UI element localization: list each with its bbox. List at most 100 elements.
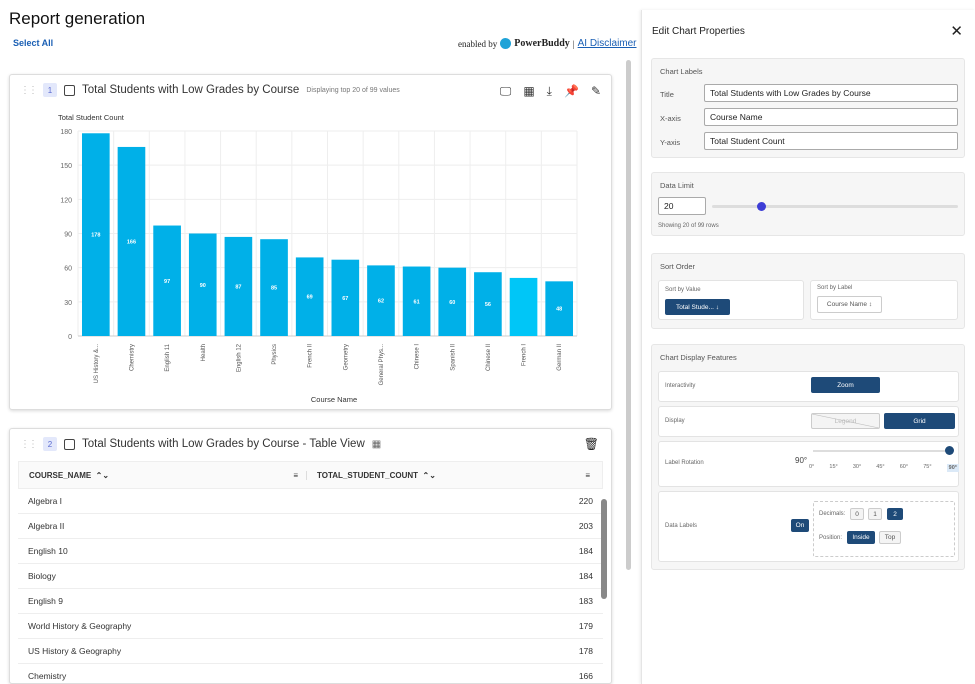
table-row[interactable]: English 9 183 — [18, 589, 603, 614]
card-title: Total Students with Low Grades by Course — [82, 84, 300, 96]
table-row[interactable]: Algebra II 203 — [18, 514, 603, 539]
y-axis-input[interactable]: Total Student Count — [704, 132, 958, 150]
card-number: 1 — [43, 83, 57, 97]
rotation-tick[interactable]: 60° — [899, 464, 909, 470]
bar[interactable] — [438, 267, 467, 336]
select-checkbox[interactable] — [64, 84, 75, 96]
bar[interactable] — [545, 281, 573, 336]
rotation-tick[interactable]: 0° — [809, 464, 815, 470]
presentation-icon[interactable]: 🖵 — [499, 84, 512, 98]
filter-icon[interactable]: ≡ — [585, 470, 590, 480]
close-icon[interactable]: ✕ — [950, 23, 963, 40]
position-top-button[interactable]: Top — [879, 531, 901, 544]
rotation-tick[interactable]: 90° — [946, 464, 959, 472]
bar[interactable] — [117, 146, 146, 336]
table-row[interactable]: Biology 184 — [18, 564, 603, 589]
data-label: 62 — [378, 299, 384, 305]
y-tick-label: 30 — [64, 300, 72, 307]
decimals-1-button[interactable]: 1 — [868, 508, 882, 520]
table-icon[interactable]: ▦ — [523, 84, 535, 98]
x-tick-label: Chemistry — [129, 344, 135, 371]
bar[interactable] — [224, 236, 253, 336]
count-cell: 203 — [578, 521, 593, 531]
table-row[interactable]: English 10 184 — [18, 539, 603, 564]
table-row[interactable]: US History & Geography 178 — [18, 639, 603, 664]
table-row[interactable]: World History & Geography 179 — [18, 614, 603, 639]
rotation-value: 90° — [795, 456, 808, 465]
rotation-slider[interactable] — [813, 446, 954, 455]
data-limit-section: Data Limit 20 Showing 20 of 99 rows — [651, 172, 965, 236]
count-cell: 179 — [578, 621, 593, 631]
y-tick-label: 90 — [64, 232, 72, 239]
rotation-tick[interactable]: 75° — [923, 464, 932, 470]
title-input[interactable]: Total Students with Low Grades by Course — [704, 84, 958, 102]
sort-order-section: Sort Order Sort by Value Total Stude... … — [651, 253, 965, 329]
bar[interactable] — [474, 272, 502, 336]
grid-toggle[interactable]: Grid — [884, 413, 955, 429]
select-checkbox[interactable] — [64, 438, 75, 450]
separator: | — [572, 38, 575, 49]
position-inside-button[interactable]: Inside — [847, 531, 875, 544]
bar[interactable] — [153, 225, 181, 336]
bar[interactable] — [509, 277, 538, 336]
course-name-cell: Algebra I — [28, 496, 63, 506]
sort-by-label-button[interactable]: Course Name ↕ — [817, 296, 882, 313]
select-all-link[interactable]: Select All — [13, 38, 54, 48]
card-title: Total Students with Low Grades by Course… — [82, 438, 365, 450]
position-label: Position: — [819, 535, 843, 541]
sort-by-value-button[interactable]: Total Stude... ↓ — [665, 299, 730, 315]
bar[interactable] — [331, 259, 360, 336]
x-axis-input[interactable]: Course Name — [704, 108, 958, 126]
data-limit-input[interactable]: 20 — [658, 197, 706, 215]
filter-icon[interactable]: ≡ — [293, 470, 298, 480]
page-scrollbar[interactable] — [626, 60, 631, 570]
data-label: 97 — [164, 279, 170, 285]
x-axis-title: Course Name — [311, 395, 357, 404]
column-header-course-name[interactable]: COURSE_NAME ⌃⌄ ≡ — [29, 470, 298, 480]
table-row[interactable]: Algebra I 220 — [18, 489, 603, 514]
x-tick-label: Chinese II — [486, 344, 492, 371]
x-tick-label: French II — [308, 344, 314, 368]
course-name-cell: English 9 — [28, 596, 63, 606]
pin-icon[interactable]: 📌 — [563, 84, 579, 98]
bar[interactable] — [260, 239, 288, 336]
display-label: Display — [665, 418, 685, 424]
decimals-0-button[interactable]: 0 — [850, 508, 864, 520]
count-cell: 184 — [578, 546, 593, 556]
data-label: 90 — [200, 283, 206, 289]
bar[interactable] — [82, 133, 110, 336]
data-label: 56 — [485, 302, 491, 308]
edit-icon[interactable]: ✎ — [590, 84, 601, 98]
column-label: TOTAL_STUDENT_COUNT — [317, 470, 419, 480]
column-header-total-student-count[interactable]: TOTAL_STUDENT_COUNT ⌃⌄ ≡ — [306, 470, 602, 480]
rotation-tick[interactable]: 45° — [876, 464, 885, 470]
ai-disclaimer-link[interactable]: AI Disclaimer — [577, 38, 637, 49]
bar[interactable] — [402, 266, 431, 336]
zoom-toggle[interactable]: Zoom — [811, 377, 880, 393]
delete-icon[interactable]: 🗑 — [583, 437, 599, 451]
decimals-2-button[interactable]: 2 — [887, 508, 903, 520]
drag-handle-icon[interactable]: ⋮⋮ — [20, 438, 38, 450]
column-label: COURSE_NAME — [29, 470, 92, 480]
bar[interactable] — [188, 233, 217, 337]
bar[interactable] — [367, 265, 395, 336]
x-tick-label: US History &... — [94, 344, 100, 384]
slider-thumb[interactable] — [945, 446, 954, 455]
download-icon[interactable]: ⤓ — [546, 84, 552, 98]
data-labels-on-toggle[interactable]: On — [791, 519, 809, 532]
table-row[interactable]: Chemistry 166 — [18, 664, 603, 683]
bar-chart: Total Student Count Course Name 0 30 60 90 1… — [58, 113, 578, 404]
data-labels-label: Data Labels — [665, 523, 698, 529]
x-tick-label: General Phys... — [379, 344, 385, 386]
data-label: 85 — [271, 286, 277, 292]
rotation-tick[interactable]: 15° — [829, 464, 838, 470]
table-scrollbar[interactable] — [601, 499, 607, 599]
data-limit-slider[interactable] — [712, 202, 958, 211]
drag-handle-icon[interactable]: ⋮⋮ — [20, 84, 38, 96]
bar[interactable] — [295, 257, 324, 336]
legend-toggle[interactable]: Legend — [811, 413, 880, 429]
x-tick-label: Health — [201, 344, 207, 361]
data-label: 60 — [449, 300, 455, 306]
slider-thumb[interactable] — [756, 202, 766, 211]
rotation-tick[interactable]: 30° — [852, 464, 862, 470]
